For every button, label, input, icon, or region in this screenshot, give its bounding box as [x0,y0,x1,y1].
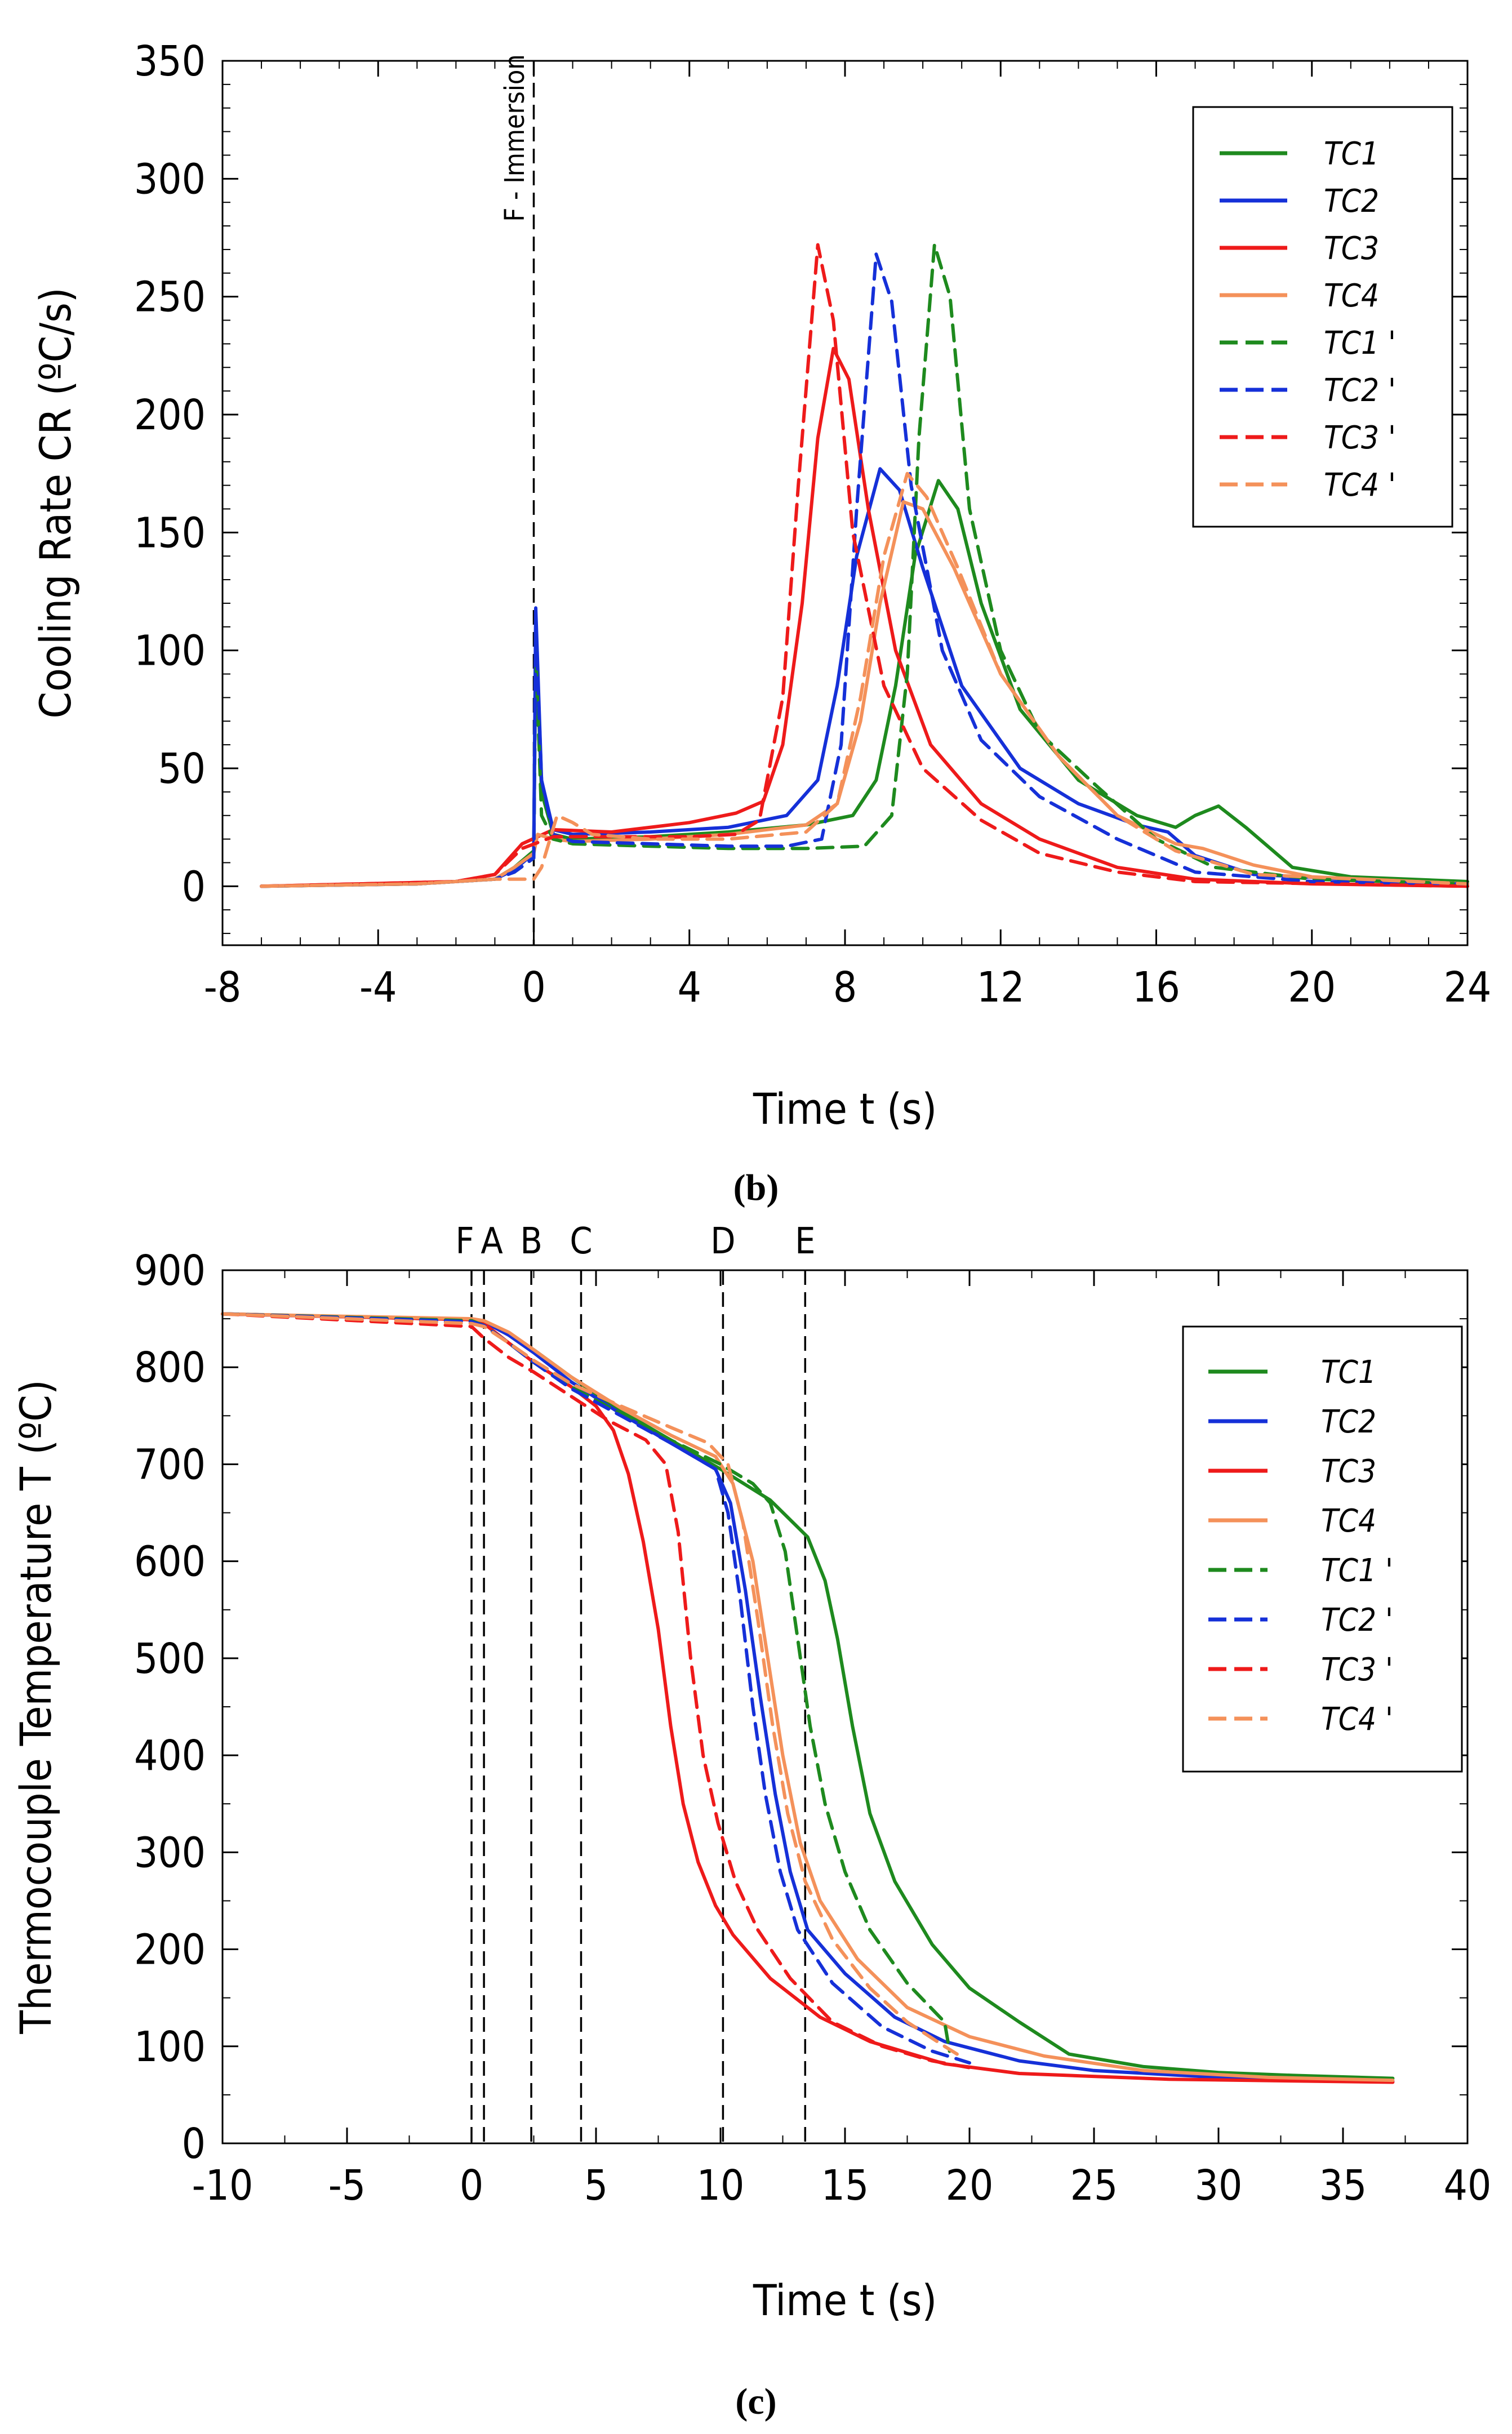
cooling-rate-ylabel: Cooling Rate CR (ºC/s) [30,287,81,718]
y-tick-label: 100 [134,627,206,675]
x-tick-label: 40 [1444,2161,1492,2210]
x-tick-label: -8 [204,963,241,1012]
x-tick-label: -5 [328,2161,366,2210]
legend-label-tc3: TC3 [1324,230,1379,267]
temperature-ticks: -10 -5 0 5 10 15 20 25 30 35 400100200300400500600… [134,1247,1491,2210]
series-tc4-prime [260,471,1469,888]
y-tick-label: 200 [134,391,206,439]
marker-label-f: F [455,1221,474,1262]
temperature-ylabel: Thermocouple Temperature T (ºC) [11,1380,61,2035]
x-tick-label: 16 [1132,963,1180,1012]
panel-c-caption: (c) [735,2381,776,2422]
y-tick-label: 150 [134,509,206,557]
temperature-legend-box [1182,1325,1463,1773]
legend-label-tc4-prime: TC4 ' [1324,467,1396,504]
y-tick-label: 100 [134,2023,206,2071]
temperature-series [221,1312,1395,2084]
x-tick-label: 20 [1288,963,1336,1012]
temperature-xlabel: Time t (s) [753,2275,937,2325]
y-tick-label: 0 [182,862,206,911]
y-tick-label: 400 [134,1732,206,1780]
legend-label-tc1: TC1 [1324,136,1379,172]
x-tick-label: 4 [678,963,701,1012]
x-tick-label: -4 [359,963,397,1012]
x-tick-label: 8 [833,963,857,1012]
legend-label-tc4: TC4 [1321,1503,1376,1539]
legend-label-tc1-prime: TC1 ' [1321,1552,1393,1589]
y-tick-label: 500 [134,1635,206,1683]
series-tc2 [260,467,1469,888]
legend-label-tc2-prime: TC2 ' [1321,1602,1393,1639]
x-tick-label: 0 [460,2161,483,2210]
y-tick-label: 200 [134,1926,206,1974]
immersion-marker-label: F - Immersion [499,54,531,221]
y-tick-label: 250 [134,273,206,322]
temperature-chart: -10 -5 0 5 10 15 20 25 30 35 400100200300400500600… [11,1221,1491,2422]
cooling-rate-ticks: -8 -4 0 4 8 12 16 20 24 0 50 100 150 200 250 300 350 [134,37,1491,1012]
legend-label-tc1-prime: TC1 ' [1324,325,1396,362]
y-tick-label: 600 [134,1538,206,1586]
legend-label-tc2: TC2 [1321,1404,1376,1440]
x-tick-label: 30 [1195,2161,1243,2210]
cooling-rate-legend: TC1 TC2 TC3 TC4 TC1 ' TC2 ' TC3 ' TC4 ' [1192,106,1453,528]
marker-label-d: D [710,1221,735,1262]
panel-b-caption: (b) [733,1167,779,1208]
temperature-legend: TC1 TC2 TC3 TC4 TC1 ' TC2 ' TC3 ' TC4 ' [1182,1325,1463,1773]
x-tick-label: 15 [821,2161,869,2210]
legend-label-tc2: TC2 [1324,183,1379,220]
x-tick-label: 0 [522,963,545,1012]
series-tc2 [221,1312,1395,2083]
y-tick-label: 50 [158,745,206,793]
marker-label-b: B [520,1221,542,1262]
legend-label-tc2-prime: TC2 ' [1324,372,1396,409]
y-tick-label: 900 [134,1247,206,1295]
series-tc3-prime [260,243,1469,888]
x-tick-label: 10 [697,2161,745,2210]
series-tc4 [221,1312,1395,2083]
y-tick-label: 300 [134,1828,206,1877]
cooling-rate-xlabel: Time t (s) [753,1084,937,1134]
y-tick-label: 0 [182,2120,206,2168]
marker-label-e: E [795,1221,815,1262]
marker-label-c: C [570,1221,592,1262]
x-tick-label: 5 [584,2161,608,2210]
series-tc4-prime [221,1312,959,2056]
temperature-markers: F A B C D E [455,1221,815,2143]
legend-label-tc4: TC4 [1324,278,1379,314]
series-tc2-prime [260,252,1469,888]
y-tick-label: 700 [134,1440,206,1489]
cooling-rate-legend-box [1192,106,1453,528]
cooling-rate-chart: -8 -4 0 4 8 12 16 20 24 0 50 100 150 200 250 300 350 F -… [30,37,1491,1208]
legend-label-tc1: TC1 [1321,1354,1376,1391]
y-tick-label: 350 [134,37,206,86]
cooling-rate-plot-frame [221,60,1469,946]
legend-label-tc3: TC3 [1321,1453,1376,1490]
legend-label-tc4-prime: TC4 ' [1321,1701,1393,1738]
legend-label-tc3-prime: TC3 ' [1321,1652,1393,1688]
x-tick-label: -10 [192,2161,254,2210]
legend-label-tc3-prime: TC3 ' [1324,420,1396,456]
x-tick-label: 35 [1319,2161,1367,2210]
x-tick-label: 24 [1444,963,1492,1012]
cooling-rate-series [260,243,1469,888]
series-tc2-prime [221,1312,971,2065]
x-tick-label: 25 [1070,2161,1118,2210]
temperature-plot-frame [221,1269,1469,2144]
y-tick-label: 300 [134,155,206,203]
marker-label-a: A [481,1221,502,1262]
x-tick-label: 12 [977,963,1025,1012]
series-tc3-prime [221,1312,971,2070]
x-tick-label: 20 [946,2161,994,2210]
y-tick-label: 800 [134,1343,206,1392]
